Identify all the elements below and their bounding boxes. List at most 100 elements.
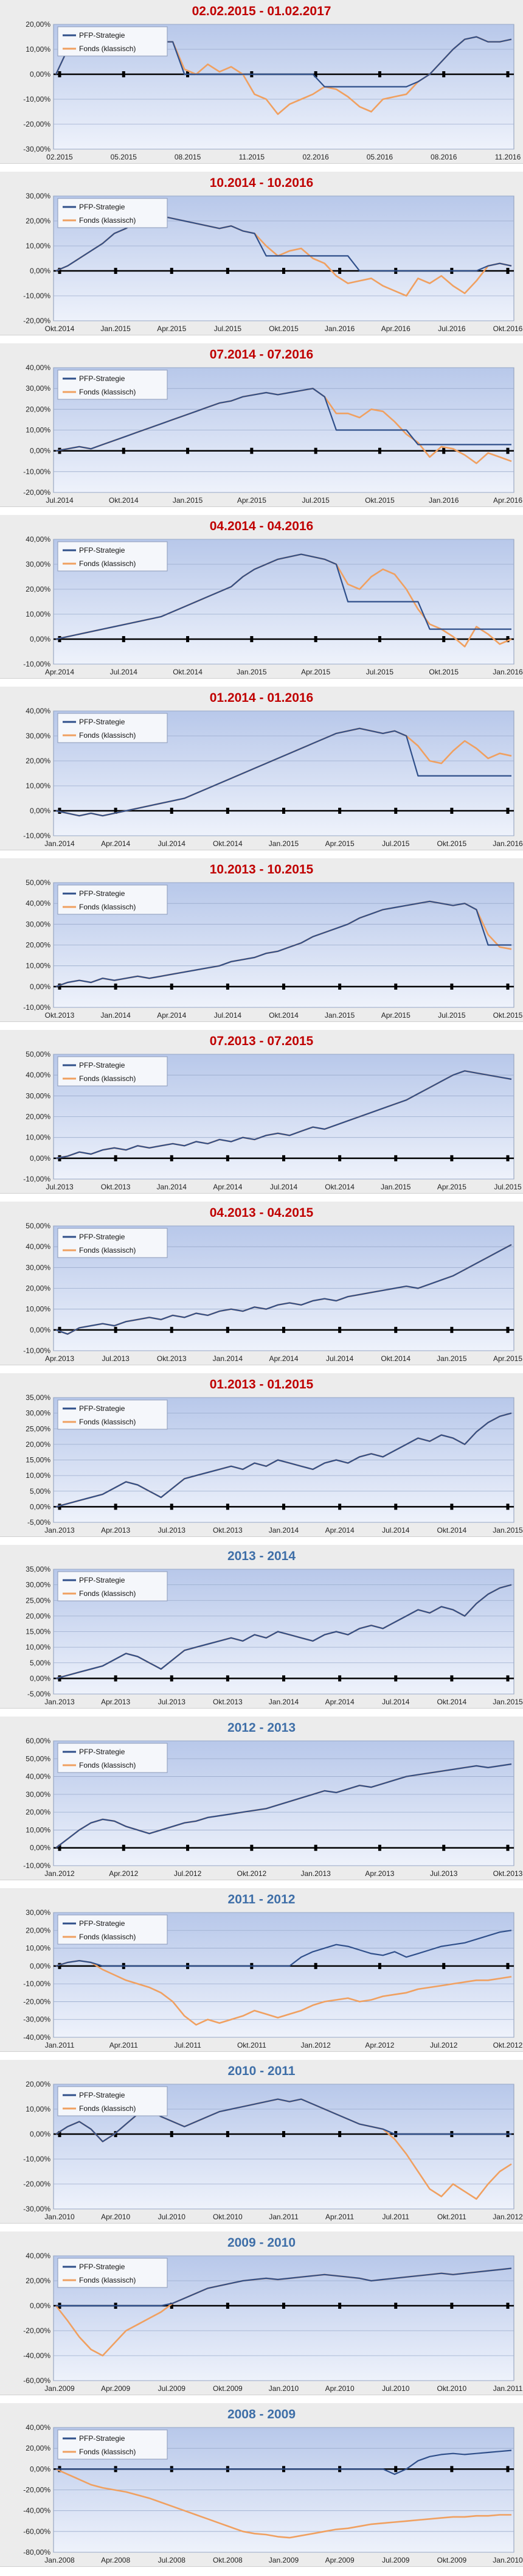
chart-svg: 07.2014 - 07.2016 40,00% 30,00% 20,00% 10,00…	[23, 348, 522, 505]
chart-panel: 01.2013 - 01.2015 35,00% 30,00% 25,00% 20,00…	[0, 1373, 523, 1537]
x-tick-label: Okt.2012	[493, 2041, 523, 2049]
y-tick-label: -20,00%	[23, 2326, 50, 2335]
x-tick-label: Jul.2012	[430, 2041, 458, 2049]
chart-panel: 2009 - 2010 40,00% 20,00% 0,00% -20,00% -40,0…	[0, 2231, 523, 2395]
legend-label-strategy: PFP-Strategie	[79, 1919, 125, 1928]
axis-marker	[114, 808, 117, 814]
y-tick-label: 50,00%	[26, 1222, 50, 1230]
axis-marker	[226, 1675, 229, 1682]
y-tick-label: 10,00%	[26, 242, 50, 250]
y-tick-label: 20,00%	[26, 585, 50, 593]
legend: PFP-Strategie Fonds (klassisch)	[57, 26, 168, 57]
x-tick-label: Jul.2015	[494, 1183, 522, 1191]
y-tick-label: -20,00%	[23, 488, 50, 497]
y-tick-label: 20,00%	[26, 20, 50, 29]
chart-title: 2010 - 2011	[228, 2064, 296, 2078]
legend-box	[57, 541, 168, 572]
y-tick-label: -20,00%	[23, 1997, 50, 2006]
y-tick-label: -10,00%	[23, 1346, 50, 1355]
axis-marker	[450, 1326, 454, 1333]
axis-marker	[450, 2303, 454, 2309]
x-tick-label: Jul.2014	[382, 1698, 410, 1706]
axis-marker	[394, 1675, 398, 1682]
x-tick-label: Jan.2015	[269, 839, 299, 848]
legend: PFP-Strategie Fonds (klassisch)	[57, 541, 168, 572]
axis-marker	[378, 1844, 381, 1851]
x-tick-label: Okt.2013	[213, 1526, 243, 1535]
x-tick-label: Okt.2013	[157, 1354, 187, 1363]
x-tick-label: Okt.2015	[429, 668, 459, 676]
x-tick-label: Okt.2015	[269, 324, 299, 333]
y-tick-label: 30,00%	[26, 732, 50, 740]
chart-title: 2008 - 2009	[227, 2407, 296, 2421]
x-tick-label: Apr.2009	[101, 2384, 130, 2393]
y-tick-label: 0,00%	[30, 1154, 50, 1163]
chart-panel: 2012 - 2013 60,00% 50,00% 40,00% 30,00% 20,00…	[0, 1717, 523, 1880]
legend: PFP-Strategie Fonds (klassisch)	[57, 713, 168, 743]
y-tick-label: 0,00%	[30, 1674, 50, 1682]
axis-marker	[226, 1155, 229, 1161]
axis-marker	[170, 1675, 173, 1682]
y-tick-label: 0,00%	[30, 267, 50, 275]
y-tick-label: 20,00%	[26, 1284, 50, 1293]
x-tick-label: Apr.2013	[101, 1698, 130, 1706]
x-tick-label: Jul.2010	[158, 2213, 186, 2221]
y-tick-label: -10,00%	[23, 2155, 50, 2163]
y-tick-label: 10,00%	[26, 45, 50, 54]
y-tick-label: 0,00%	[30, 1326, 50, 1334]
axis-marker	[338, 983, 342, 990]
legend-label-strategy: PFP-Strategie	[79, 1404, 125, 1413]
x-tick-label: Apr.2012	[365, 2041, 394, 2049]
legend-box	[57, 713, 168, 743]
axis-marker	[226, 1503, 229, 1510]
legend-label-fonds: Fonds (klassisch)	[79, 1589, 136, 1598]
y-tick-label: 10,00%	[26, 782, 50, 790]
axis-marker	[58, 268, 61, 274]
axis-marker	[506, 1326, 510, 1333]
axis-marker	[338, 1675, 342, 1682]
x-tick-label: Okt.2014	[173, 668, 203, 676]
chart-title: 02.02.2015 - 01.02.2017	[192, 4, 331, 18]
x-tick-label: Jan.2015	[325, 1011, 355, 1020]
axis-marker	[114, 983, 117, 990]
x-tick-label: Jul.2014	[158, 839, 186, 848]
y-tick-label: 20,00%	[26, 2444, 50, 2452]
x-tick-label: Jan.2015	[100, 324, 131, 333]
chart-title: 10.2013 - 10.2015	[210, 863, 314, 877]
axis-marker	[170, 2131, 173, 2137]
x-tick-label: Jul.2016	[438, 324, 466, 333]
chart-svg: 01.2013 - 01.2015 35,00% 30,00% 25,00% 20,00…	[26, 1377, 523, 1535]
x-tick-label: Jan.2015	[237, 668, 267, 676]
axis-marker	[442, 1962, 446, 1969]
y-tick-label: -40,00%	[23, 2351, 50, 2360]
legend-box	[57, 1914, 168, 1945]
x-tick-label: Okt.2015	[365, 496, 395, 505]
axis-marker	[506, 2303, 510, 2309]
y-tick-label: -10,00%	[23, 292, 50, 300]
legend: PFP-Strategie Fonds (klassisch)	[57, 369, 168, 400]
axis-marker	[314, 447, 317, 454]
chart-title: 2012 - 2013	[227, 1721, 296, 1735]
axis-marker	[282, 983, 285, 990]
x-tick-label: Jan.2014	[213, 1354, 243, 1363]
y-tick-label: -5,00%	[27, 1690, 50, 1698]
series-line-strategy	[55, 553, 511, 640]
axis-marker	[314, 1844, 317, 1851]
y-tick-label: 5,00%	[30, 1487, 50, 1496]
axis-marker	[186, 1844, 190, 1851]
legend-label-strategy: PFP-Strategie	[79, 1233, 125, 1241]
y-tick-label: 20,00%	[26, 2277, 50, 2285]
chart-svg: 07.2013 - 07.2015 50,00% 40,00% 30,00% 20,00…	[23, 1034, 522, 1191]
x-tick-label: Apr.2014	[325, 1698, 355, 1706]
y-tick-label: 50,00%	[26, 878, 50, 887]
y-tick-label: 40,00%	[26, 535, 50, 544]
chart-svg: 2011 - 2012 30,00% 20,00% 10,00% 0,00% -10,00…	[23, 1892, 523, 2049]
x-tick-label: Jan.2011	[269, 2213, 299, 2221]
x-tick-label: Okt.2013	[213, 1698, 243, 1706]
y-tick-label: 30,00%	[26, 560, 50, 569]
axis-marker	[506, 268, 510, 274]
y-tick-label: 10,00%	[26, 1133, 50, 1142]
legend-box	[57, 884, 168, 915]
axis-marker	[58, 1326, 61, 1333]
axis-marker	[378, 447, 381, 454]
